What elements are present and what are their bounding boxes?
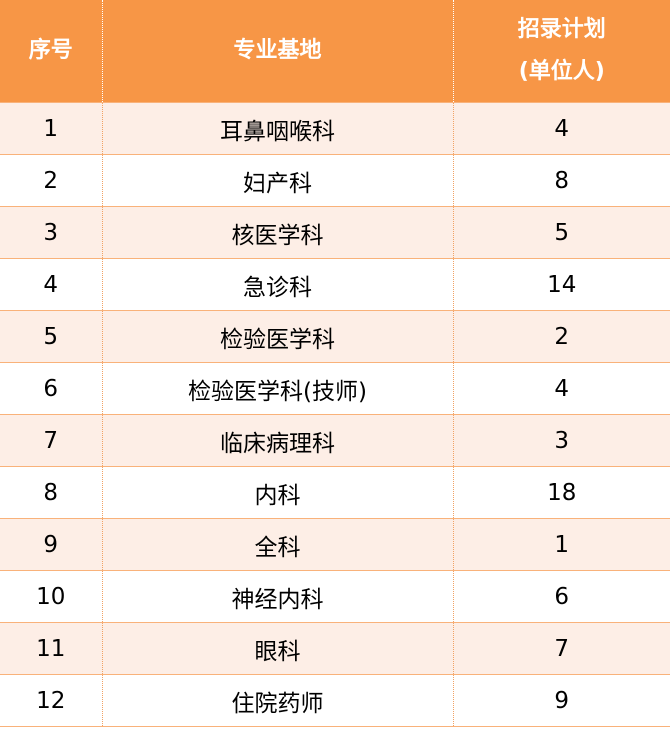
cell-major: 临床病理科: [102, 414, 454, 467]
cell-index: 12: [0, 674, 103, 727]
header-index: 序号: [0, 0, 103, 103]
cell-index: 4: [0, 258, 103, 311]
cell-index: 5: [0, 310, 103, 363]
table-row: 6 检验医学科(技师) 4: [0, 362, 670, 415]
table-row: 3 核医学科 5: [0, 206, 670, 259]
header-row: 序号 专业基地 招录计划 (单位人): [0, 0, 670, 103]
table-row: 10 神经内科 6: [0, 570, 670, 623]
table-row: 8 内科 18: [0, 466, 670, 519]
cell-plan: 8: [453, 154, 670, 207]
header-plan: 招录计划 (单位人): [453, 0, 670, 103]
cell-major: 眼科: [102, 622, 454, 675]
header-plan-unit: (单位人): [518, 59, 605, 84]
cell-plan: 4: [453, 102, 670, 155]
cell-major: 内科: [102, 466, 454, 519]
cell-major: 全科: [102, 518, 454, 571]
cell-plan: 14: [453, 258, 670, 311]
cell-major: 妇产科: [102, 154, 454, 207]
cell-plan: 6: [453, 570, 670, 623]
cell-index: 2: [0, 154, 103, 207]
table-row: 1 耳鼻咽喉科 4: [0, 102, 670, 155]
table-row: 7 临床病理科 3: [0, 414, 670, 467]
cell-plan: 2: [453, 310, 670, 363]
cell-plan: 7: [453, 622, 670, 675]
cell-major: 神经内科: [102, 570, 454, 623]
cell-index: 7: [0, 414, 103, 467]
cell-index: 11: [0, 622, 103, 675]
cell-major: 住院药师: [102, 674, 454, 727]
table-row: 5 检验医学科 2: [0, 310, 670, 363]
header-plan-title: 招录计划: [517, 17, 606, 42]
cell-plan: 18: [453, 466, 670, 519]
cell-index: 9: [0, 518, 103, 571]
cell-major: 检验医学科: [102, 310, 454, 363]
table-row: 12 住院药师 9: [0, 674, 670, 727]
table-row: 11 眼科 7: [0, 622, 670, 675]
cell-plan: 1: [453, 518, 670, 571]
table-row: 2 妇产科 8: [0, 154, 670, 207]
cell-plan: 9: [453, 674, 670, 727]
header-major: 专业基地: [102, 0, 454, 103]
cell-plan: 3: [453, 414, 670, 467]
cell-index: 8: [0, 466, 103, 519]
cell-plan: 5: [453, 206, 670, 259]
cell-plan: 4: [453, 362, 670, 415]
cell-major: 检验医学科(技师): [102, 362, 454, 415]
cell-index: 6: [0, 362, 103, 415]
cell-index: 3: [0, 206, 103, 259]
cell-index: 10: [0, 570, 103, 623]
cell-major: 耳鼻咽喉科: [102, 102, 454, 155]
table-row: 9 全科 1: [0, 518, 670, 571]
table-body: 1 耳鼻咽喉科 4 2 妇产科 8 3 核医学科 5 4 急诊科 14 5 检验医学科 2 6 检验医学科(技师…: [0, 102, 670, 727]
cell-major: 核医学科: [102, 206, 454, 259]
cell-index: 1: [0, 102, 103, 155]
cell-major: 急诊科: [102, 258, 454, 311]
table-row: 4 急诊科 14: [0, 258, 670, 311]
table-header: 序号 专业基地 招录计划 (单位人): [0, 0, 670, 103]
